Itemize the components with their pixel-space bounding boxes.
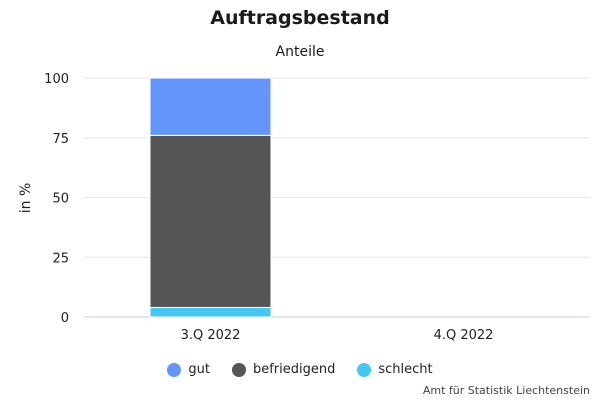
- legend-marker-icon: [167, 362, 182, 377]
- legend: gut befriedigend schlecht: [0, 362, 600, 377]
- legend-item-schlecht[interactable]: schlecht: [357, 362, 433, 377]
- legend-marker-icon: [231, 362, 246, 377]
- x-tick-label: 4.Q 2022: [434, 328, 494, 343]
- y-tick-label: 25: [52, 251, 69, 266]
- legend-label: gut: [188, 362, 210, 377]
- bar-segment-schlecht[interactable]: [149, 306, 272, 318]
- x-tick-label: 3.Q 2022: [181, 328, 241, 343]
- bar-segment-befriedigend[interactable]: [149, 134, 272, 308]
- legend-marker-icon: [357, 362, 372, 377]
- y-axis-label: in %: [18, 183, 34, 214]
- legend-label: befriedigend: [252, 362, 336, 377]
- y-tick-label: 100: [44, 72, 69, 87]
- chart-title: Auftragsbestand: [210, 7, 390, 29]
- legend-label: schlecht: [378, 362, 433, 377]
- bar-segment-gut[interactable]: [149, 77, 272, 136]
- legend-item-befriedigend[interactable]: befriedigend: [231, 362, 336, 377]
- y-tick-label: 50: [52, 192, 69, 207]
- source-credit: Amt für Statistik Liechtenstein: [422, 384, 590, 397]
- chart-subtitle: Anteile: [275, 44, 325, 60]
- bar-stacks: [149, 77, 272, 318]
- y-tick-label: 0: [61, 311, 69, 326]
- y-tick-labels: 0 25 50 75 100: [44, 72, 69, 326]
- x-tick-labels: 3.Q 2022 4.Q 2022: [181, 328, 494, 343]
- y-tick-label: 75: [52, 132, 69, 147]
- legend-item-gut[interactable]: gut: [167, 362, 210, 377]
